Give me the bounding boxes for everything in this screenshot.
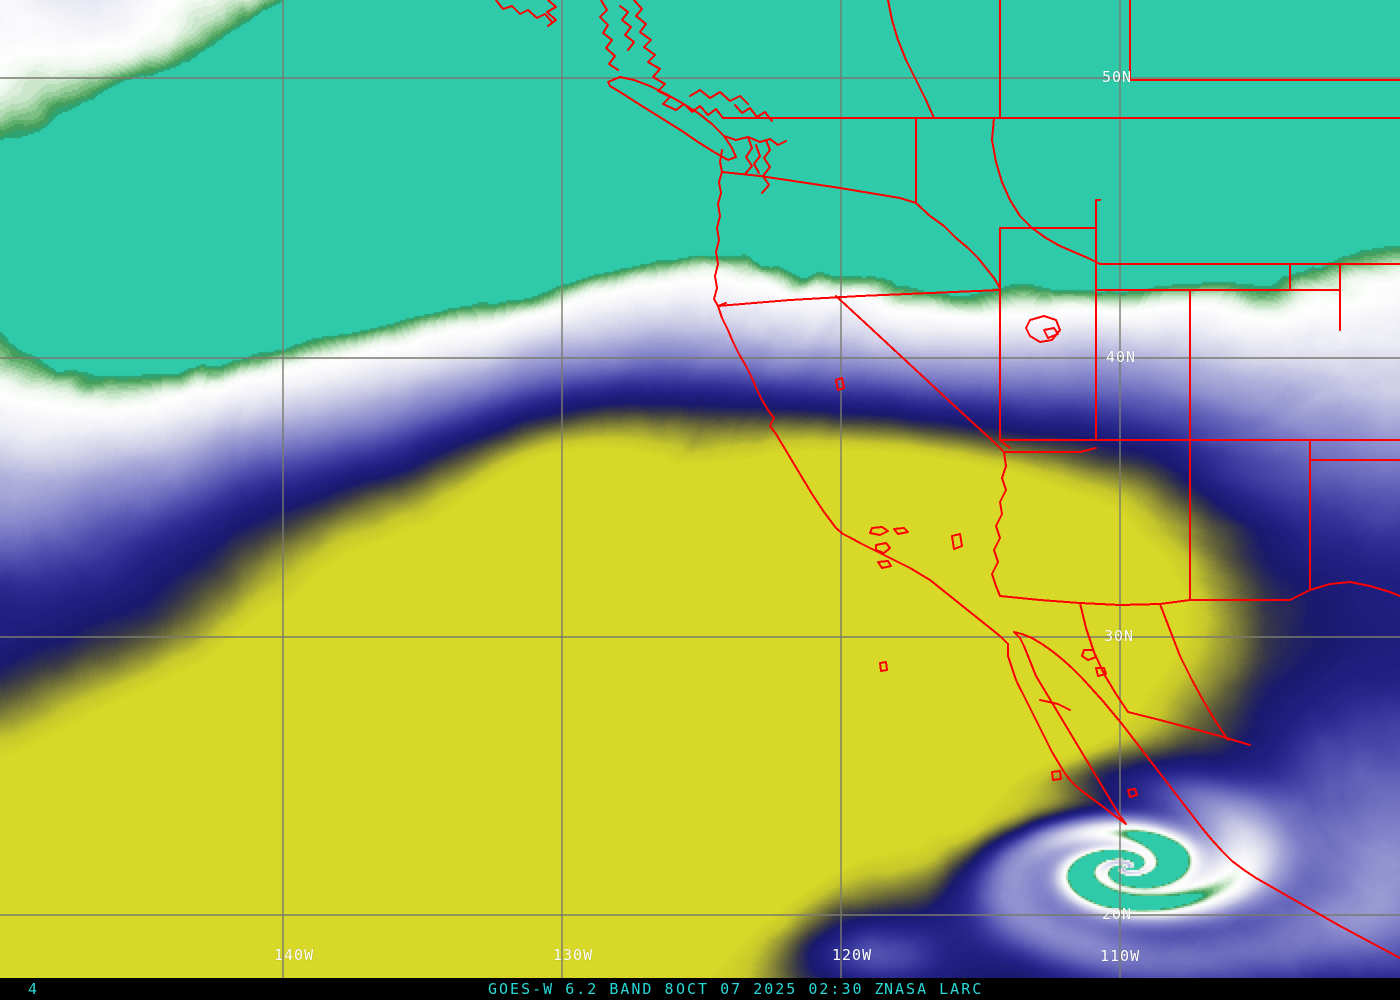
frame-index-label: 4 (28, 980, 40, 998)
latitude-label: 50N (1102, 68, 1133, 86)
latitude-label: 20N (1102, 905, 1133, 923)
longitude-label: 120W (832, 946, 873, 964)
longitude-label: 130W (553, 946, 594, 964)
agency-credit-label: NASA LARC (884, 980, 984, 998)
annotation-footer-bar: 4 GOES-W 6.2 BAND 8 OCT 07 2025 02:30 Z … (0, 978, 1400, 1000)
longitude-label: 110W (1100, 947, 1141, 965)
observation-datetime-label: OCT 07 2025 02:30 Z (676, 980, 886, 998)
satellite-imagery-panel: 50N 40N 30N 20N 140W 130W 120W 110W (0, 0, 1400, 978)
instrument-band-label: GOES-W 6.2 BAND 8 (488, 980, 676, 998)
water-vapor-imagery-canvas (0, 0, 1400, 978)
latitude-label: 30N (1104, 627, 1135, 645)
longitude-label: 140W (274, 946, 315, 964)
latitude-label: 40N (1106, 348, 1137, 366)
